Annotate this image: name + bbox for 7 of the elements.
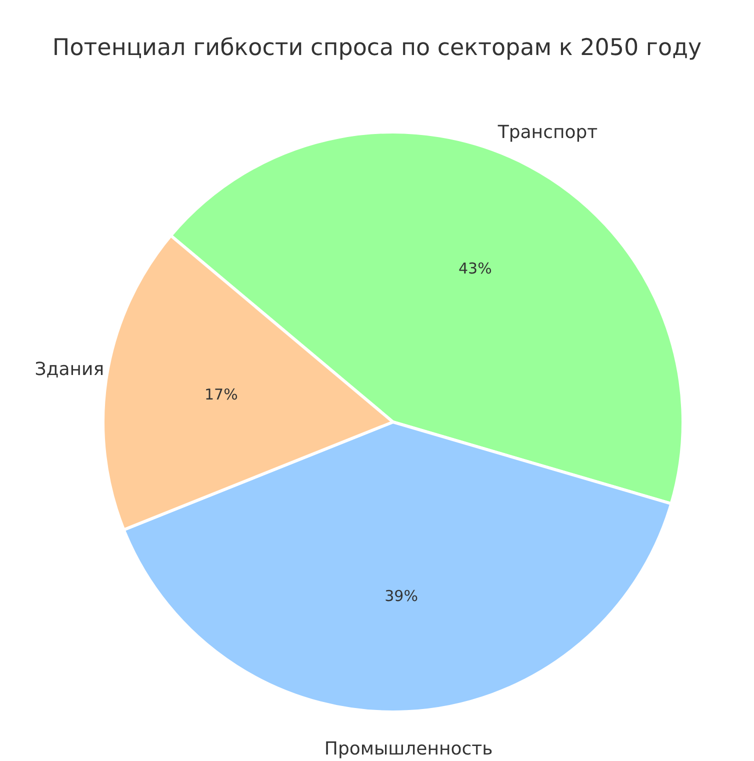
slice-label: Здания	[34, 359, 104, 380]
data-label: 17%	[204, 386, 238, 404]
data-label: 43%	[458, 260, 492, 278]
chart-title: Потенциал гибкости спроса по секторам к 2050 году	[52, 35, 702, 61]
slice-label: Промышленность	[324, 738, 493, 760]
data-label: 39%	[384, 586, 418, 605]
slice-label: Транспорт	[496, 122, 598, 144]
